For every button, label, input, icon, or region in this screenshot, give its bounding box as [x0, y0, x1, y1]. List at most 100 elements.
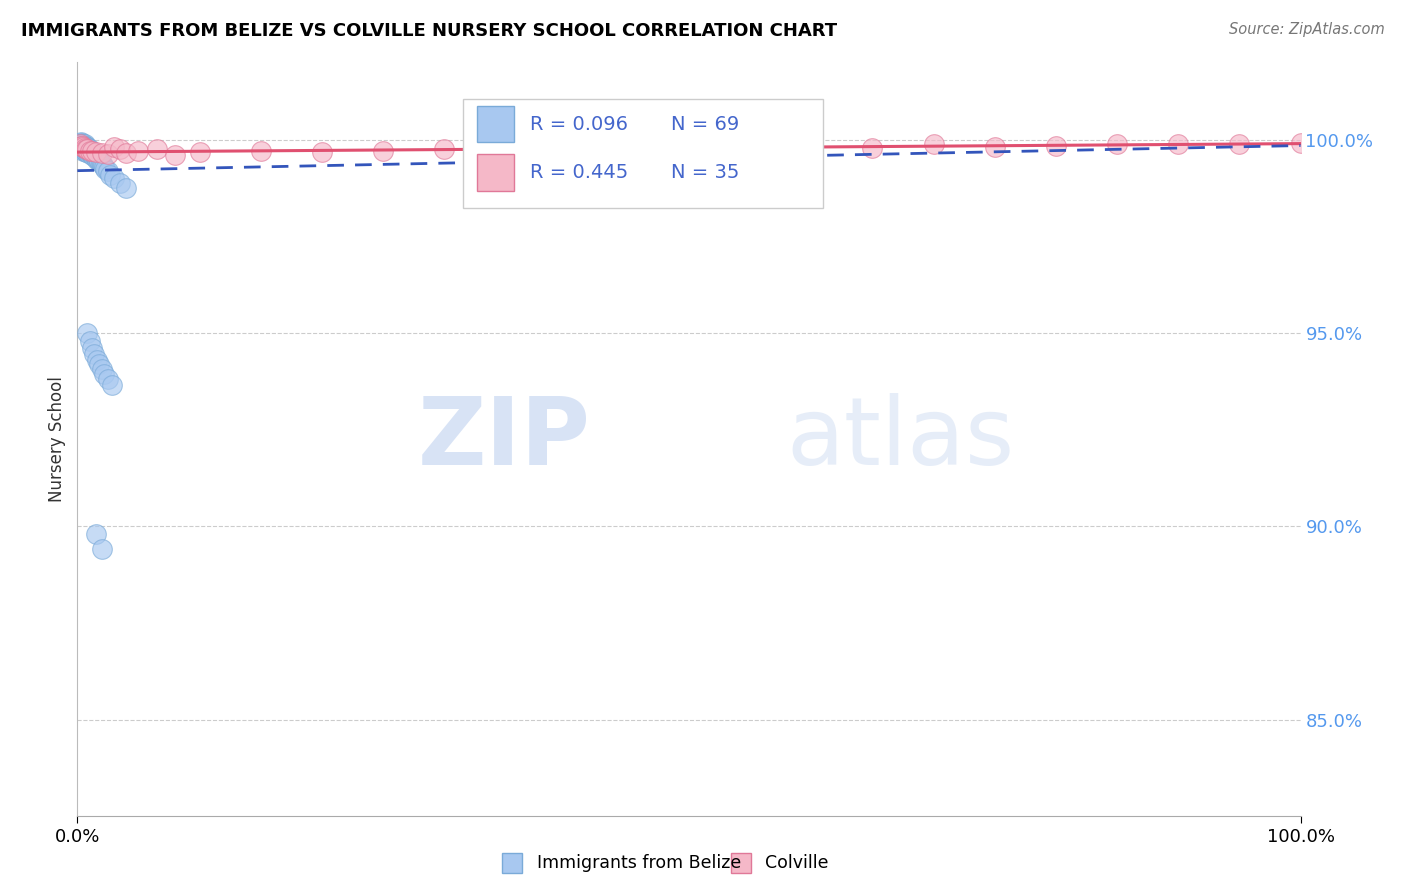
Point: [103, 140, 125, 154]
Point: [79, 145, 101, 159]
Point: [83, 347, 105, 361]
Point: [311, 145, 333, 160]
Point: [146, 142, 169, 156]
Point: [67, 136, 90, 151]
Point: [69, 137, 91, 152]
Point: [188, 145, 211, 160]
Point: [77, 144, 100, 158]
Point: [495, 141, 517, 155]
Point: [73, 141, 96, 155]
FancyBboxPatch shape: [477, 106, 515, 143]
Point: [70, 137, 93, 152]
Point: [76, 142, 98, 156]
Point: [165, 148, 187, 162]
Point: [69, 140, 91, 154]
Point: [70, 142, 93, 156]
Point: [84, 145, 107, 160]
Point: [75, 141, 97, 155]
Point: [115, 181, 138, 195]
Point: [76, 145, 98, 159]
Point: [72, 136, 94, 151]
Point: [72, 144, 94, 158]
Point: [70, 136, 93, 151]
Point: [86, 353, 108, 368]
Point: [82, 149, 104, 163]
Point: [80, 145, 103, 160]
FancyBboxPatch shape: [477, 154, 515, 191]
Point: [86, 153, 108, 167]
Point: [1167, 137, 1189, 152]
Point: [1107, 137, 1129, 152]
Point: [97, 372, 120, 386]
Text: Immigrants from Belize: Immigrants from Belize: [537, 855, 741, 872]
Point: [80, 148, 103, 162]
Point: [80, 342, 103, 356]
Point: [1045, 138, 1067, 153]
Point: [862, 141, 884, 155]
Point: [97, 147, 120, 161]
Point: [72, 140, 94, 154]
Point: [77, 146, 100, 161]
Point: [76, 142, 98, 156]
Point: [250, 144, 273, 158]
Text: R = 0.096: R = 0.096: [530, 115, 628, 134]
Point: [103, 171, 125, 186]
Point: [79, 144, 101, 158]
Point: [84, 527, 107, 541]
Point: [84, 149, 107, 163]
Point: [922, 137, 945, 152]
Text: atlas: atlas: [787, 393, 1015, 485]
Point: [89, 153, 111, 168]
Point: [86, 150, 108, 164]
Point: [75, 139, 97, 153]
Point: [115, 146, 138, 161]
Point: [97, 164, 120, 178]
Text: IMMIGRANTS FROM BELIZE VS COLVILLE NURSERY SCHOOL CORRELATION CHART: IMMIGRANTS FROM BELIZE VS COLVILLE NURSE…: [21, 22, 837, 40]
Point: [73, 139, 96, 153]
Y-axis label: Nursery School: Nursery School: [48, 376, 66, 502]
Point: [127, 145, 149, 159]
Point: [70, 138, 93, 153]
Point: [555, 140, 578, 154]
Point: [91, 158, 114, 172]
Point: [79, 146, 101, 161]
Point: [75, 145, 97, 160]
Point: [80, 145, 103, 159]
Point: [72, 138, 94, 153]
Point: [73, 137, 96, 152]
Point: [90, 156, 112, 170]
Point: [76, 326, 98, 340]
Point: [72, 140, 94, 154]
Text: R = 0.445: R = 0.445: [530, 163, 628, 182]
Point: [800, 138, 823, 153]
Point: [79, 142, 101, 156]
Point: [73, 145, 96, 159]
Point: [77, 141, 100, 155]
Point: [70, 141, 93, 155]
Point: [108, 142, 131, 156]
Point: [67, 138, 90, 153]
Text: Colville: Colville: [765, 855, 828, 872]
FancyBboxPatch shape: [463, 99, 824, 208]
Point: [73, 141, 96, 155]
Point: [80, 146, 103, 161]
Point: [70, 139, 93, 153]
Point: [87, 152, 110, 166]
Point: [371, 144, 394, 158]
Point: [89, 357, 111, 371]
Point: [94, 161, 117, 176]
Point: [984, 139, 1007, 153]
Bar: [731, 854, 751, 873]
Point: [1289, 136, 1312, 150]
Point: [93, 160, 115, 174]
Point: [70, 139, 93, 153]
Point: [82, 146, 104, 161]
Point: [75, 142, 97, 156]
Point: [678, 139, 700, 153]
Text: Source: ZipAtlas.com: Source: ZipAtlas.com: [1229, 22, 1385, 37]
Point: [84, 151, 107, 165]
Point: [80, 144, 103, 158]
Bar: [502, 854, 522, 873]
Point: [98, 168, 121, 182]
Point: [75, 138, 97, 153]
